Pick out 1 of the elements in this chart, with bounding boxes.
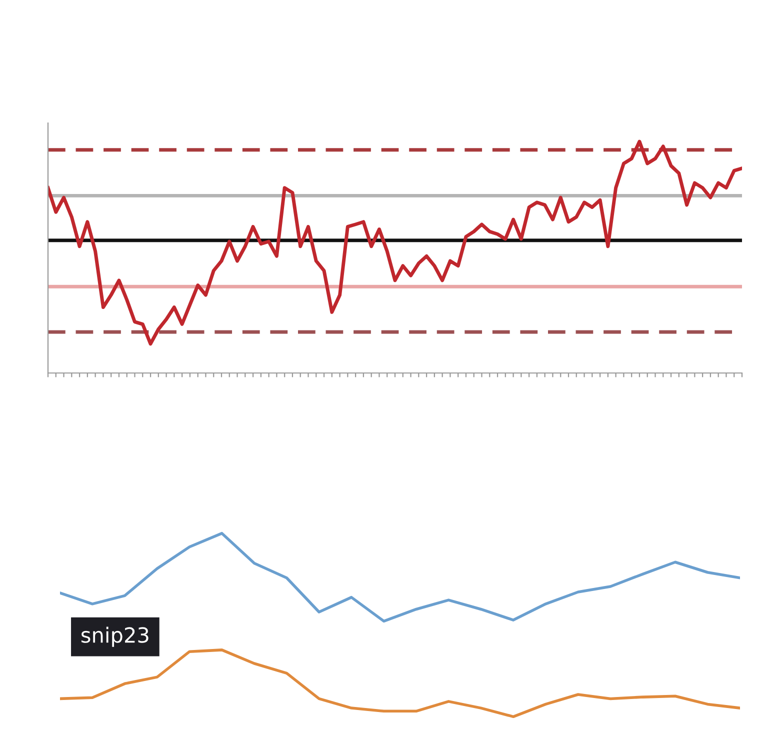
annotation: snip23 [82,626,148,647]
